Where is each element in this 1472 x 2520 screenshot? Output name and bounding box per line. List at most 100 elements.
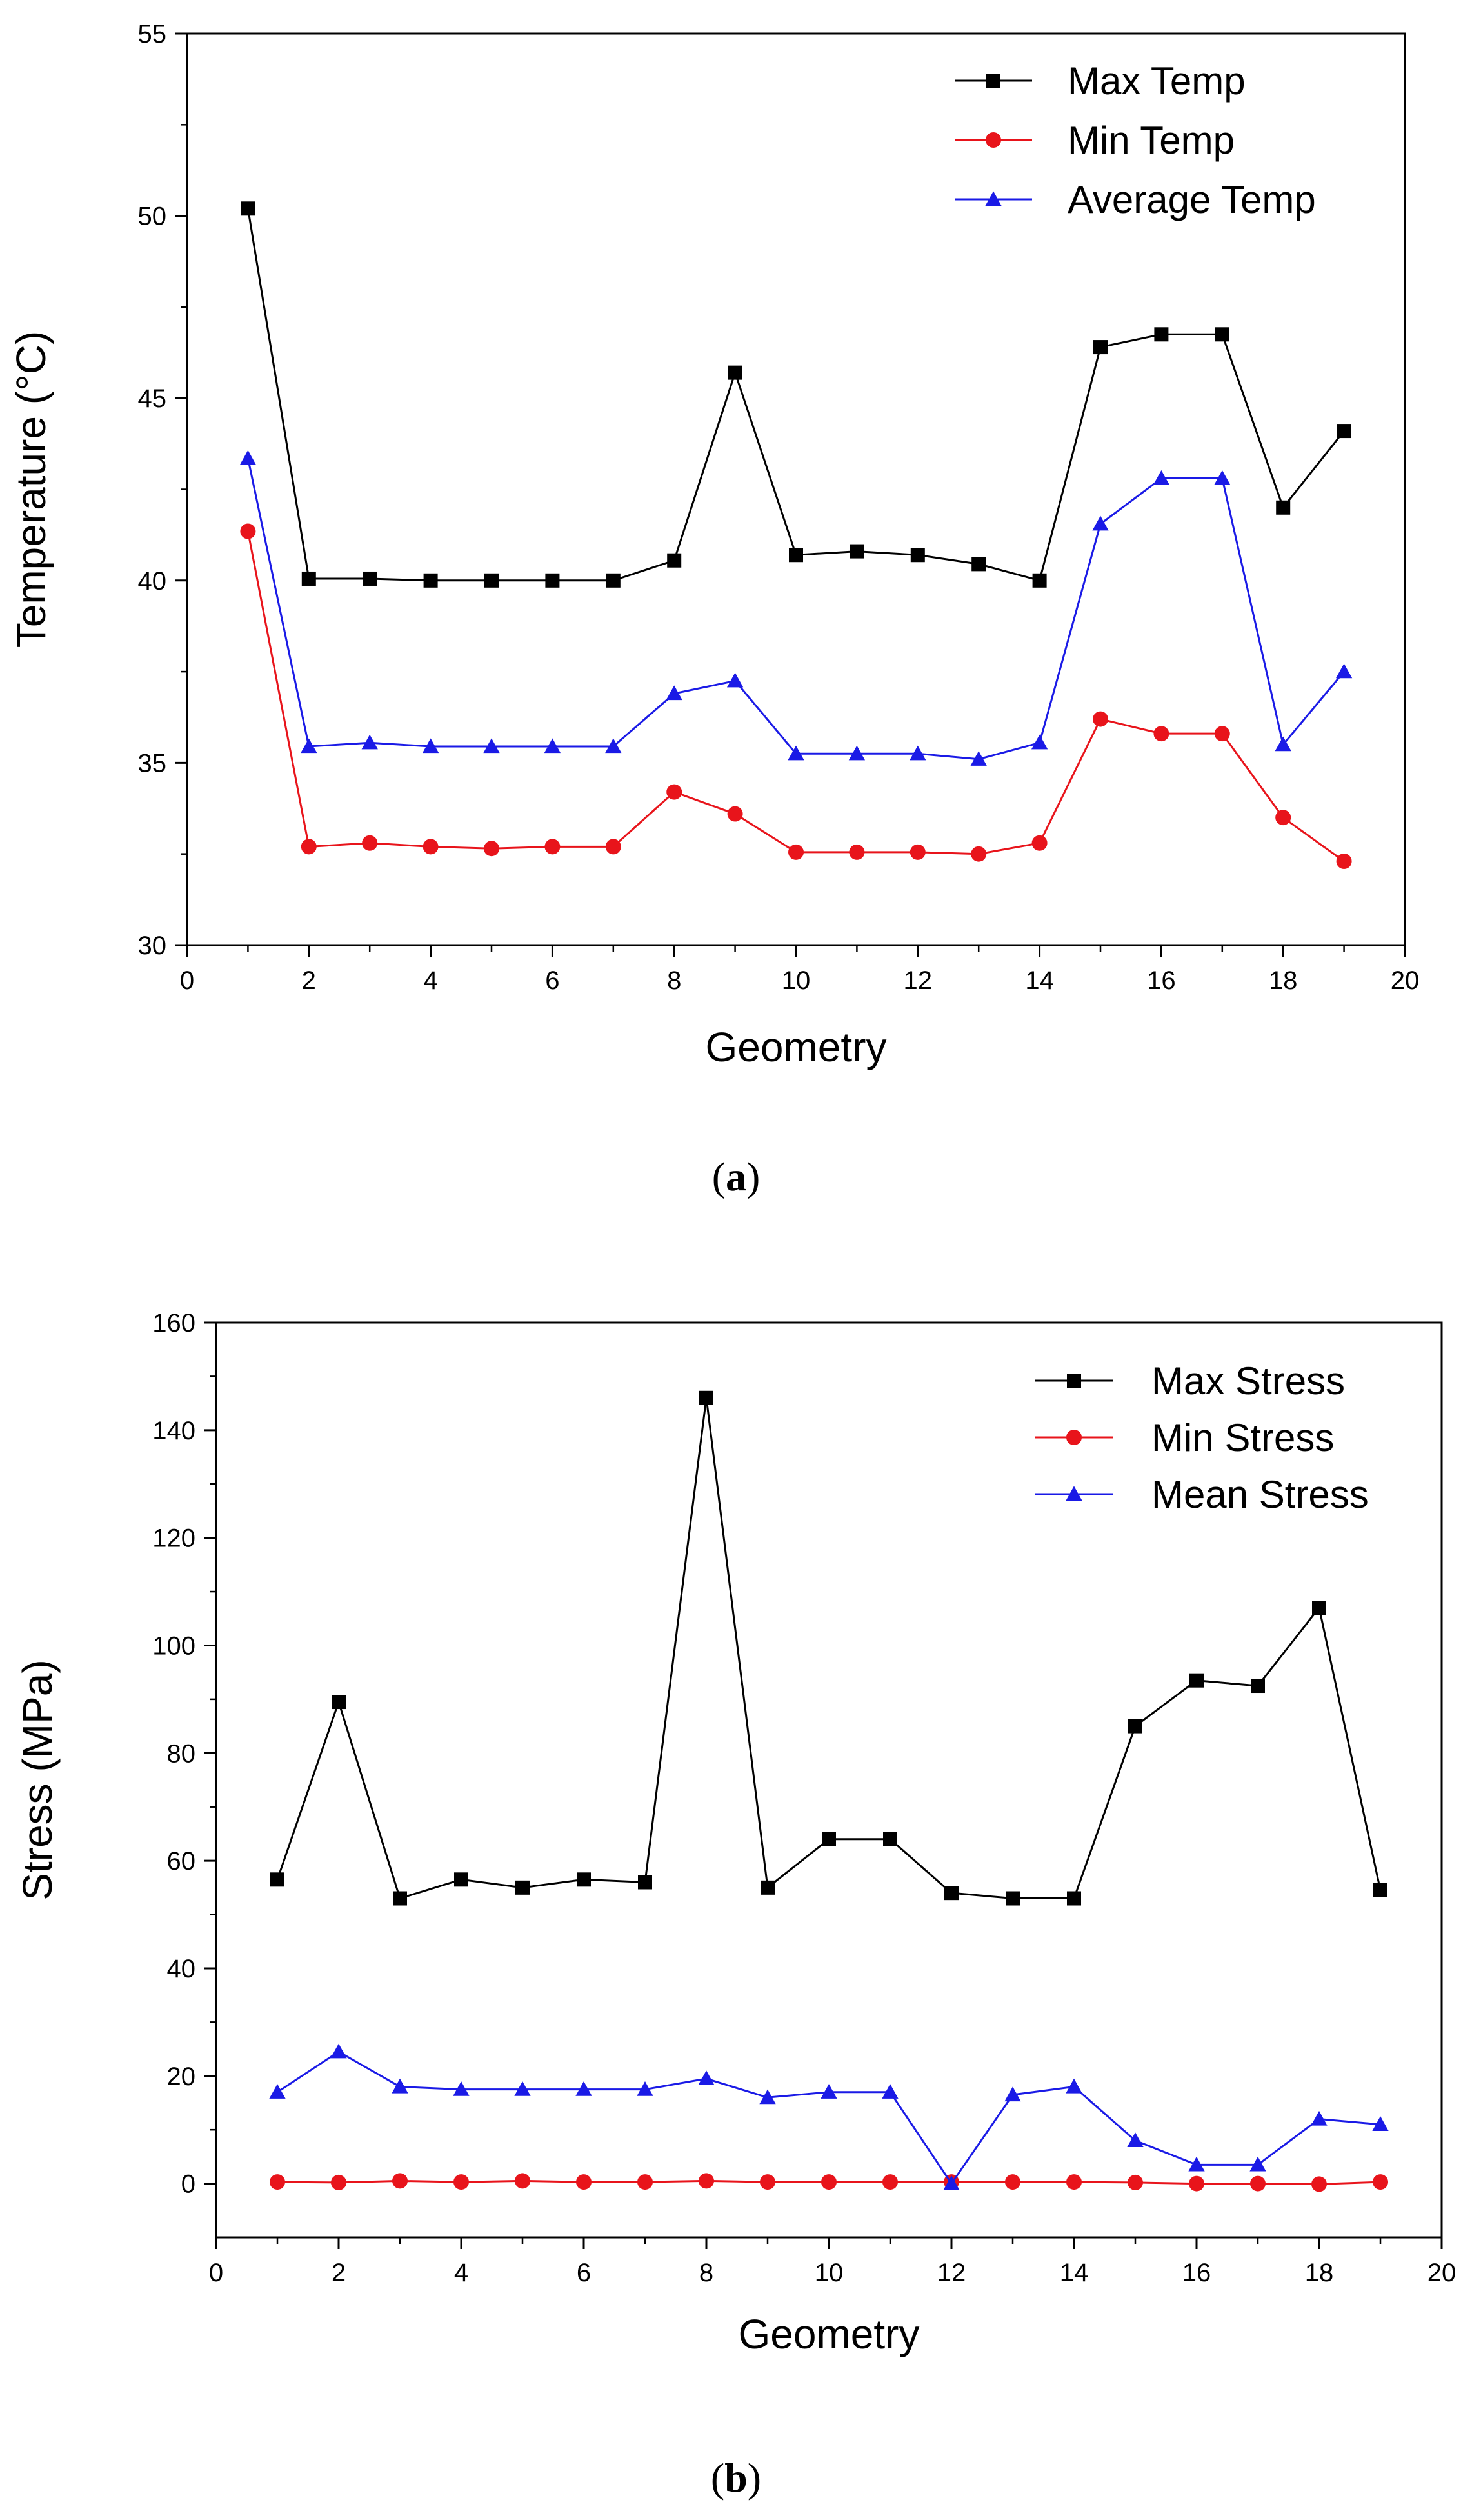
data-point (1335, 663, 1353, 679)
data-point (484, 573, 499, 588)
data-point (301, 738, 317, 754)
y-tick-label: 40 (138, 567, 167, 595)
data-point (1031, 835, 1048, 851)
data-point (605, 839, 621, 855)
data-point (393, 1891, 407, 1906)
data-point (239, 450, 257, 465)
data-point (1275, 736, 1291, 752)
data-point (514, 2081, 531, 2096)
data-point (1214, 470, 1231, 485)
y-axis-title: Temperature (°C) (8, 331, 54, 648)
y-tick-label: 160 (152, 1309, 195, 1337)
data-point (392, 2173, 408, 2189)
data-point (1251, 1679, 1265, 1694)
x-axis-title: Geometry (739, 2311, 920, 2357)
data-point (301, 839, 317, 855)
data-point (1311, 2110, 1328, 2126)
legend-marker (1066, 1486, 1082, 1501)
data-point (1215, 327, 1229, 342)
x-tick-label: 6 (545, 966, 559, 995)
legend-marker (985, 191, 1002, 206)
data-point (1154, 327, 1169, 342)
data-point (882, 2174, 898, 2190)
data-point (726, 672, 744, 688)
x-tick-label: 8 (699, 2259, 713, 2287)
series-line (246, 458, 1345, 761)
plot-area-a: 0 2 4 6 8 10 12 14 16 18 20 30 35 40 45 50 55 Geometry Tem… (8, 20, 1419, 1070)
data-point (240, 523, 256, 539)
data-point (301, 571, 316, 586)
data-point (1066, 2078, 1082, 2094)
x-tick-label: 16 (1182, 2259, 1211, 2287)
data-point (910, 844, 926, 860)
data-point (1336, 854, 1352, 870)
data-point (330, 2043, 347, 2059)
data-point (1372, 2116, 1389, 2131)
chart-panel-a: 0 2 4 6 8 10 12 14 16 18 20 30 35 40 45 50 55 Geometry Tem… (8, 20, 1419, 1199)
data-point (637, 2174, 653, 2190)
data-point (727, 806, 743, 822)
x-tick-label: 10 (815, 2259, 844, 2287)
y-tick-label: 50 (138, 203, 167, 231)
series-min-temp (240, 523, 1352, 870)
legend-label: Min Stress (1151, 1416, 1334, 1459)
data-point (1373, 1883, 1387, 1897)
series-max-temp (241, 201, 1351, 588)
x-tick-label: 6 (577, 2259, 591, 2287)
data-point (788, 745, 804, 761)
data-point (1128, 1719, 1142, 1734)
data-point (882, 2084, 899, 2099)
data-point (821, 2084, 837, 2099)
legend-label: Mean Stress (1151, 1473, 1369, 1516)
x-tick-label: 20 (1391, 966, 1420, 995)
y-axis-title: Stress (MPa) (14, 1659, 61, 1900)
series-mean-stress (269, 2043, 1389, 2190)
data-point (1067, 1891, 1081, 1906)
x-tick-label: 8 (667, 966, 681, 995)
data-point (1312, 1601, 1326, 1615)
data-point (363, 571, 377, 586)
data-point (423, 839, 439, 855)
data-point (910, 745, 926, 761)
data-point (910, 548, 925, 563)
panel-label-a: (a) (712, 1154, 761, 1199)
series-max-stress (270, 1390, 1387, 1906)
data-point (331, 2174, 346, 2190)
data-point (1373, 2174, 1388, 2190)
data-point (606, 573, 621, 588)
data-point (423, 573, 438, 588)
data-point (970, 751, 987, 766)
data-point (1006, 1891, 1020, 1906)
x-tick-label: 12 (937, 2259, 966, 2287)
data-point (241, 201, 255, 216)
data-point (454, 1872, 468, 1887)
data-point (362, 835, 378, 851)
data-point (728, 365, 742, 380)
data-point (1032, 573, 1047, 588)
data-point (822, 1832, 836, 1846)
plot-area-b: 0 2 4 6 8 10 12 14 16 18 20 0 20 40 60 80 100 120 140 160 Ge… (14, 1309, 1456, 2357)
x-tick-label: 0 (209, 2259, 223, 2287)
legend-label: Max Stress (1151, 1359, 1345, 1403)
legend-marker (986, 74, 1000, 88)
data-point (545, 573, 560, 588)
data-point (944, 1886, 959, 1901)
data-point (576, 2174, 592, 2190)
x-tick-label: 10 (782, 966, 811, 995)
x-tick-label: 4 (423, 966, 437, 995)
chart-panel-b: 0 2 4 6 8 10 12 14 16 18 20 0 20 40 60 80 100 120 140 160 Ge… (14, 1309, 1456, 2501)
series-line (246, 208, 1345, 582)
data-point (484, 841, 499, 857)
x-tick-label: 18 (1305, 2259, 1334, 2287)
data-point (544, 738, 561, 754)
x-tick-label: 14 (1060, 2259, 1089, 2287)
data-point (269, 2084, 286, 2099)
y-tick-label: 140 (152, 1417, 195, 1445)
data-point (270, 2174, 285, 2190)
data-point (1153, 470, 1170, 485)
x-tick-label: 14 (1025, 966, 1054, 995)
legend-label: Min Temp (1068, 119, 1235, 162)
series-line (277, 2050, 1381, 2186)
data-point (1153, 726, 1169, 742)
